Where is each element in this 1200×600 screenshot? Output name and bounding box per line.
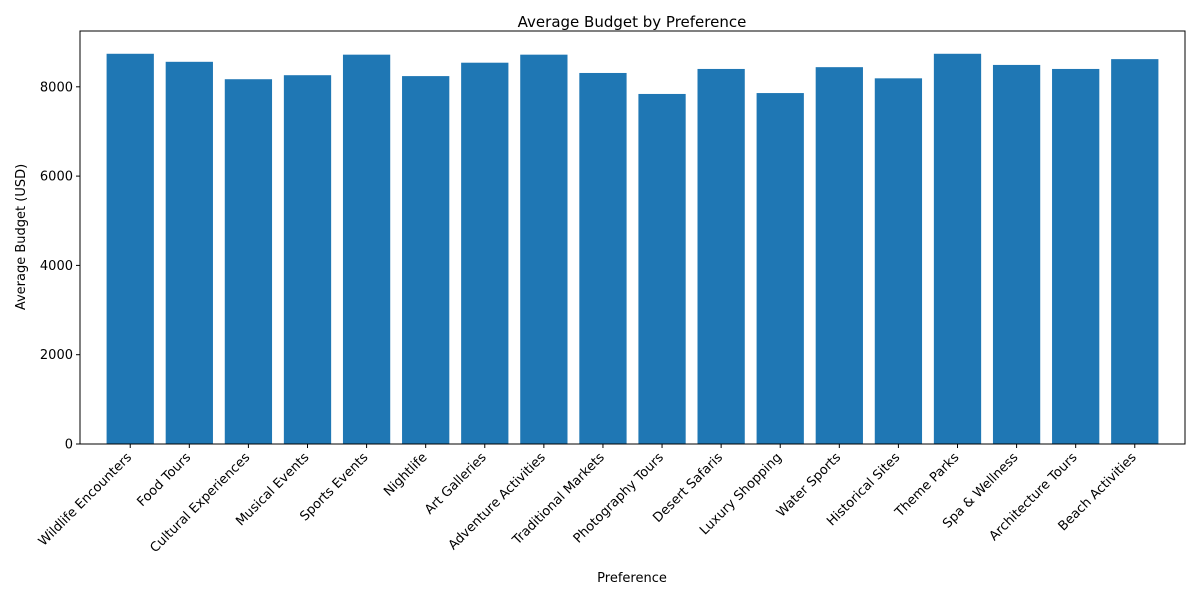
x-tick-label: Cultural Experiences bbox=[147, 450, 253, 556]
y-tick-label: 4000 bbox=[40, 259, 73, 274]
bar bbox=[697, 68, 745, 444]
bar bbox=[165, 61, 213, 445]
x-tick-label: Nightlife bbox=[381, 450, 430, 499]
bar bbox=[756, 93, 804, 445]
y-tick-label: 8000 bbox=[40, 80, 73, 95]
bar bbox=[815, 67, 863, 444]
x-tick-label: Food Tours bbox=[134, 450, 194, 510]
bar bbox=[520, 54, 568, 444]
bar bbox=[933, 53, 982, 444]
y-axis-label: Average Budget (USD) bbox=[14, 164, 29, 310]
bar bbox=[106, 53, 154, 444]
x-tick-label: Adventure Activities bbox=[446, 450, 549, 553]
chart-title: Average Budget by Preference bbox=[518, 13, 747, 31]
y-tick-label: 2000 bbox=[40, 348, 73, 363]
bar bbox=[402, 76, 450, 444]
bars-group bbox=[106, 53, 1159, 445]
bar bbox=[579, 72, 627, 444]
bar bbox=[461, 62, 509, 445]
bar bbox=[992, 64, 1041, 444]
x-axis-label: Preference bbox=[597, 571, 667, 586]
bar bbox=[874, 78, 923, 444]
y-axis-ticks: 0 2000 4000 6000 8000 bbox=[40, 80, 80, 453]
bar bbox=[283, 75, 332, 445]
bar bbox=[638, 93, 686, 445]
bar bbox=[224, 79, 273, 444]
bar bbox=[1052, 68, 1100, 444]
plot-frame bbox=[79, 30, 1186, 445]
y-tick-label: 0 bbox=[65, 438, 73, 453]
bar bbox=[342, 54, 391, 444]
bar bbox=[1111, 59, 1159, 444]
y-tick-label: 6000 bbox=[40, 170, 73, 185]
x-tick-label: Wildlife Encounters bbox=[36, 450, 135, 549]
